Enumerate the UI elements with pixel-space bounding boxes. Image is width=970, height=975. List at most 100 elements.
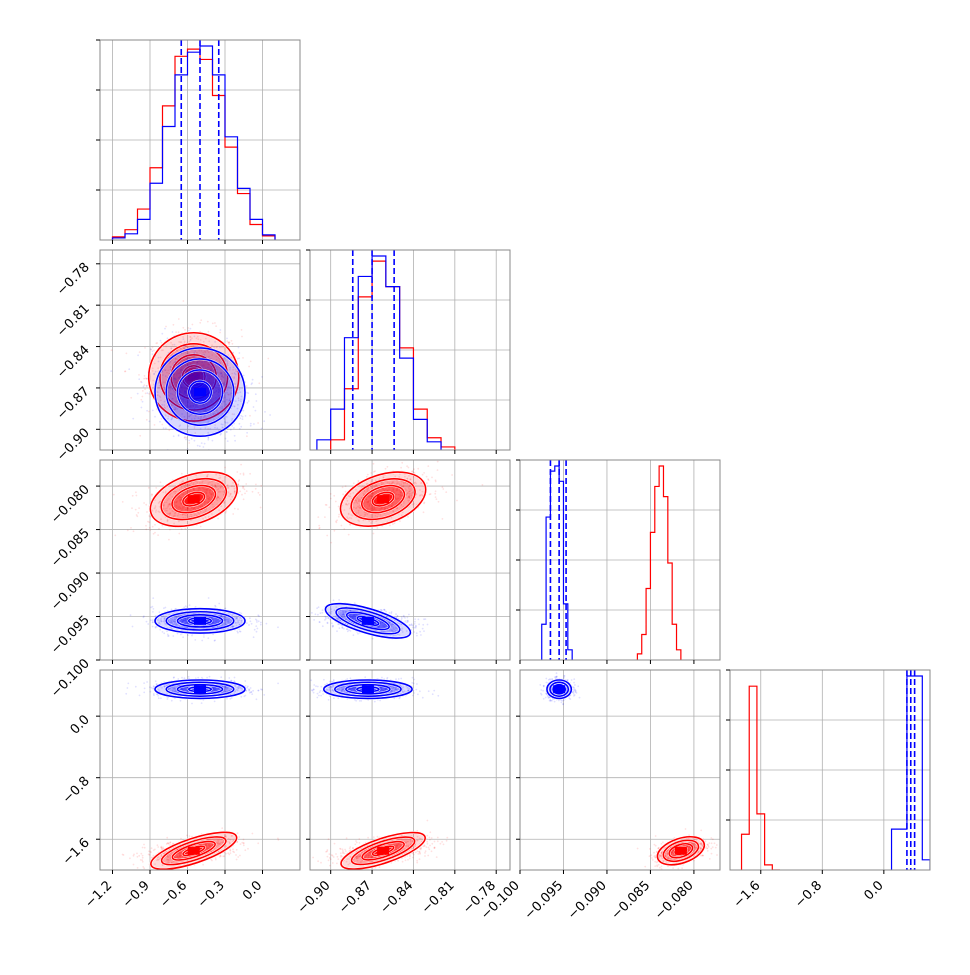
sample-point	[167, 354, 169, 356]
sample-point	[178, 318, 180, 320]
sample-point	[239, 612, 241, 614]
sample-point	[442, 488, 444, 490]
sample-point	[135, 509, 137, 511]
sample-point	[165, 427, 167, 429]
sample-point	[226, 340, 228, 342]
sample-point	[335, 501, 337, 503]
sample-point	[228, 343, 230, 345]
sample-point	[423, 511, 425, 513]
sample-point	[212, 440, 214, 442]
sample-point	[241, 329, 243, 331]
sample-point	[330, 498, 332, 500]
sample-point	[183, 300, 185, 302]
sample-point	[178, 331, 180, 333]
sample-point	[255, 393, 257, 395]
sample-point	[251, 623, 253, 625]
sample-point	[257, 614, 259, 616]
sample-point	[150, 851, 152, 853]
sample-point	[206, 334, 208, 336]
sample-point	[138, 374, 140, 376]
sample-point	[146, 419, 148, 421]
sample-point	[142, 390, 144, 392]
sample-point	[158, 357, 160, 359]
sample-point	[173, 435, 175, 437]
sample-point	[392, 523, 394, 525]
sample-point	[145, 504, 147, 506]
sample-point	[174, 344, 176, 346]
sample-point	[431, 477, 433, 479]
sample-point	[237, 632, 239, 634]
sample-point	[199, 445, 201, 447]
sample-point	[239, 352, 241, 354]
peak-blue	[362, 617, 374, 625]
sample-point	[143, 616, 145, 618]
sample-point	[200, 526, 202, 528]
sample-point	[212, 323, 214, 325]
sample-point	[248, 400, 250, 402]
sample-point	[143, 844, 145, 846]
sample-point	[184, 528, 186, 530]
sample-point	[150, 348, 152, 350]
sample-point	[140, 853, 142, 855]
sample-point	[214, 640, 216, 642]
sample-point	[186, 835, 188, 837]
sample-point	[240, 426, 242, 428]
sample-point	[437, 469, 439, 471]
sample-point	[259, 494, 261, 496]
sample-point	[353, 634, 355, 636]
sample-point	[260, 622, 262, 624]
sample-point	[239, 428, 241, 430]
sample-point	[401, 618, 403, 620]
sample-point	[166, 837, 168, 839]
sample-point	[254, 629, 256, 631]
sample-point	[153, 533, 155, 535]
sample-point	[400, 467, 402, 469]
sample-point	[406, 465, 408, 467]
sample-point	[132, 626, 134, 628]
sample-point	[244, 493, 246, 495]
sample-point	[131, 507, 133, 509]
sample-point	[227, 440, 229, 442]
sample-point	[157, 534, 159, 536]
sample-point	[144, 847, 146, 849]
sample-point	[246, 385, 248, 387]
sample-point	[404, 617, 406, 619]
sample-point	[152, 597, 154, 599]
sample-point	[173, 324, 175, 326]
sample-point	[414, 623, 416, 625]
sample-point	[442, 518, 444, 520]
sample-point	[220, 329, 222, 331]
sample-point	[147, 623, 149, 625]
sample-point	[181, 528, 183, 530]
sample-point	[403, 615, 405, 617]
sample-point	[154, 849, 156, 851]
sample-point	[124, 371, 126, 373]
sample-point	[248, 624, 250, 626]
sample-point	[327, 617, 329, 619]
sample-point	[142, 396, 144, 398]
sample-point	[319, 621, 321, 623]
sample-point	[191, 635, 193, 637]
sample-point	[136, 495, 138, 497]
sample-point	[162, 631, 164, 633]
sample-point	[258, 382, 260, 384]
sample-point	[111, 349, 113, 351]
sample-point	[243, 845, 245, 847]
sample-point	[373, 471, 375, 473]
sample-point	[165, 607, 167, 609]
sample-point	[423, 472, 425, 474]
sample-point	[394, 522, 396, 524]
sample-point	[226, 431, 228, 433]
sample-point	[241, 494, 243, 496]
sample-point	[395, 613, 397, 615]
histogram-blue	[113, 46, 276, 240]
sample-point	[236, 859, 238, 861]
peak-red	[188, 495, 200, 503]
sample-point	[225, 438, 227, 440]
sample-point	[207, 321, 209, 323]
sample-point	[214, 341, 216, 343]
sample-point	[240, 417, 242, 419]
sample-point	[377, 527, 379, 529]
sample-point	[141, 407, 143, 409]
